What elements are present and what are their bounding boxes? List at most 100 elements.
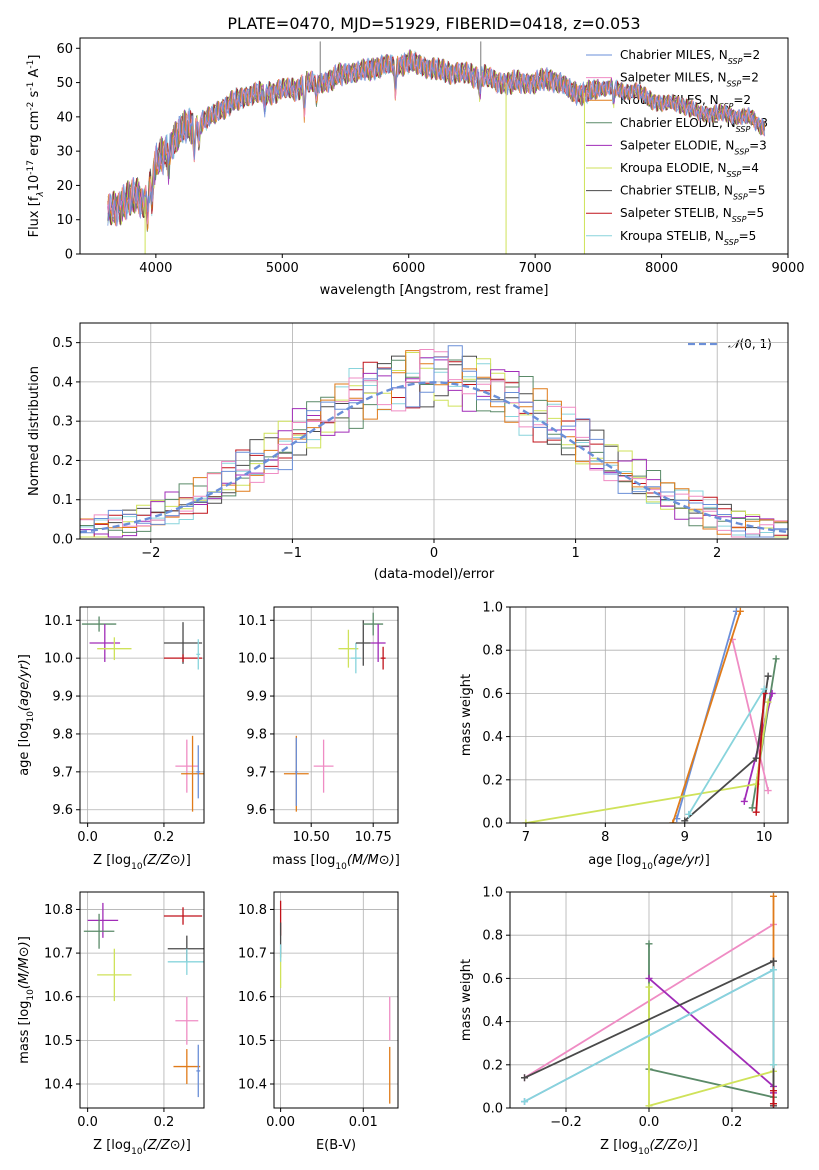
figure-title: PLATE=0470, MJD=51929, FIBERID=0418, z=0… [227, 14, 640, 33]
plot-content [279, 900, 391, 1104]
label-part: mass [log [17, 1001, 32, 1064]
legend-label: Chabrier STELIB, NSSP=5 [620, 184, 765, 202]
y-tick-label: 60 [56, 42, 73, 57]
y-tick-label: 10.1 [44, 614, 73, 629]
y-tick-label: 0.8 [482, 929, 503, 944]
residuals-xlabel: (data-model)/error [374, 567, 495, 582]
massweight-marker [769, 1061, 777, 1069]
label-part: ] [186, 1138, 191, 1153]
y-tick-label: 0.8 [482, 644, 503, 659]
y-tick-label: 0 [65, 248, 73, 263]
label-part: ] [186, 853, 191, 868]
spectrum-ylabel: Flux [fλ10-17 erg cm-2 s-1 A-1] [26, 55, 46, 238]
x-tick-label: 6000 [392, 261, 425, 276]
ylabel-part: -17 [26, 160, 36, 175]
legend-nssp: =2 [733, 93, 751, 107]
errorbar-point [81, 616, 117, 632]
legend-ssp-sub: SSP [728, 57, 743, 66]
label-part: Z [log [93, 1138, 131, 1153]
ylabel-part: s [27, 90, 42, 101]
x-tick-label: 10.75 [355, 830, 392, 845]
massweight-marker [769, 1087, 777, 1095]
panel-xlabel: mass [log10(M/M⊙)] [272, 853, 400, 872]
label-part: (Z/Z⊙) [143, 853, 186, 868]
errorbar-point [175, 996, 199, 1045]
errorbar-point [196, 639, 201, 670]
y-tick-label: 10.8 [44, 903, 73, 918]
axes-frame [79, 37, 789, 255]
legend-ssp-sub: SSP [734, 147, 749, 156]
massweight-marker [769, 1100, 777, 1108]
errorbar-point [196, 745, 201, 799]
x-tick-label: 0.0 [639, 1115, 660, 1130]
errorbar-point [83, 913, 115, 949]
y-tick-label: 0.3 [52, 415, 73, 430]
plot-content [522, 607, 780, 823]
legend-model-name: Chabrier MILES, N [620, 48, 728, 62]
label-part: (M/M⊙) [17, 941, 32, 989]
axes-frame [509, 606, 789, 824]
age-vs-z-panel: 0.0 0.29.69.79.89.910.010.1Z [log10(Z/Z⊙)… [17, 606, 205, 872]
x-tick-label: −2 [141, 546, 160, 561]
x-tick-label: 0.0 [77, 1115, 98, 1130]
legend-model-name: Kroupa ELODIE, N [620, 161, 727, 175]
label-part: ] [693, 1138, 698, 1153]
legend-model-name: Salpeter ELODIE, N [620, 138, 734, 152]
ylabel-part: erg cm [27, 111, 42, 160]
legend-ssp-sub: SSP [727, 79, 742, 88]
panel-ylabel: mass [log10(M/M⊙)] [17, 936, 36, 1064]
massweight-marker [669, 819, 677, 823]
massweight-marker [681, 817, 689, 823]
plot-content [81, 616, 204, 812]
residuals-ylabel: Normed distribution [27, 366, 42, 496]
ylabel-part: A [27, 69, 42, 82]
y-tick-label: 10 [56, 213, 73, 228]
x-tick-label: 9000 [771, 261, 804, 276]
massweight-marker [768, 689, 776, 697]
y-tick-label: 9.6 [246, 803, 267, 818]
label-part: age [log [588, 853, 641, 868]
errorbar-point [196, 1044, 201, 1098]
legend-model-name: Chabrier STELIB, N [620, 184, 733, 198]
plot-content [80, 345, 788, 538]
ylabel-part: 10 [27, 175, 42, 192]
massweight-series [731, 639, 769, 791]
y-tick-label: 9.7 [52, 765, 73, 780]
panel-ylabel: age [log10(age/yr)] [17, 654, 36, 776]
residuals-panel: (data-model)/error Normed distribution 𝒩… [27, 322, 789, 582]
massweight-marker [685, 810, 693, 818]
massweight-marker [764, 787, 772, 795]
legend-ssp-sub: SSP [732, 215, 747, 224]
plot-content [283, 612, 386, 812]
legend-nssp: =5 [746, 206, 764, 220]
label-part: Z [log [93, 853, 131, 868]
normal-legend-label: 𝒩(0, 1) [728, 337, 772, 351]
label-part: 10 [26, 711, 36, 723]
y-tick-label: 10.0 [44, 652, 73, 667]
massweight-series [687, 688, 765, 815]
axes-frame [273, 891, 399, 1109]
axes-frame [79, 891, 205, 1109]
y-tick-label: 9.8 [246, 727, 267, 742]
ylabel-part: -1 [26, 82, 36, 91]
x-tick-label: 7 [522, 830, 530, 845]
axis: 4000 5000 6000 7000 8000 9000 0 10 20 30 40 50 60 [56, 37, 805, 276]
massweight-marker [736, 607, 744, 615]
residual-histogram [80, 345, 788, 538]
axis: −2 −1 0 1 2 0.0 0.1 0.2 0.3 0.4 0.5 [52, 322, 789, 561]
legend-nssp: =5 [748, 184, 766, 198]
residual-histogram [80, 349, 788, 538]
panel-ylabel: mass weight [459, 959, 474, 1041]
label-part: 10 [638, 1147, 650, 1157]
errorbar-point [163, 907, 203, 925]
label-part: (M/M⊙) [347, 853, 395, 868]
massweight-marker [645, 1102, 653, 1108]
y-tick-label: 0.6 [482, 687, 503, 702]
y-tick-label: 10.8 [238, 903, 267, 918]
y-tick-label: 10.7 [238, 947, 267, 962]
label-part: 10 [641, 862, 653, 872]
y-tick-label: 9.7 [246, 765, 267, 780]
y-tick-label: 10.1 [238, 614, 267, 629]
